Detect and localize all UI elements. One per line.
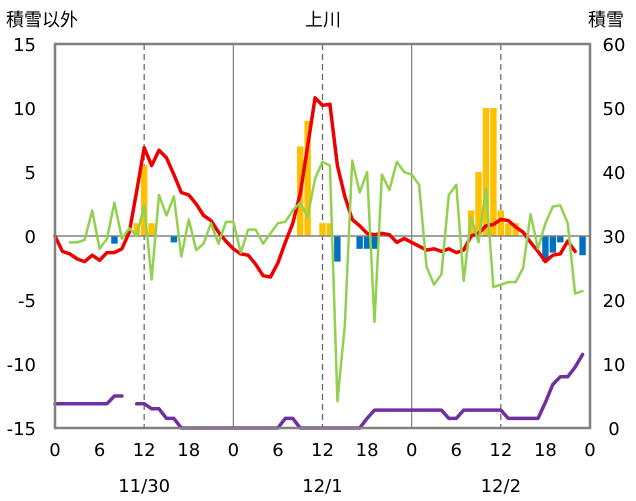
bar [111, 236, 118, 244]
bar [133, 223, 140, 236]
right-y-tick-label: 20 [603, 291, 626, 312]
bar [356, 236, 363, 249]
right-y-ticks: 60 50 40 30 20 10 0 [603, 35, 626, 440]
left-y-tick-label: 15 [13, 35, 36, 56]
x-ticks: 0 6 12 18 0 6 12 18 0 6 12 18 0 [49, 440, 595, 461]
x-tick-label: 18 [356, 440, 379, 461]
day-labels: 11/30 12/1 12/2 [118, 476, 521, 497]
plot-frame [53, 42, 592, 430]
bar [319, 223, 326, 236]
bar [512, 223, 519, 236]
bar [170, 236, 178, 243]
right-y-tick-label: 30 [603, 227, 626, 248]
x-tick-label: 0 [406, 440, 417, 461]
x-tick-label: 18 [534, 440, 557, 461]
right-axis-title: 積雪 [588, 10, 624, 31]
series-line-3 [53, 394, 124, 406]
bar [363, 236, 371, 249]
x-tick-label: 12 [489, 440, 512, 461]
bar [334, 236, 341, 262]
x-tick-label: 18 [177, 440, 200, 461]
left-y-tick-label: -5 [18, 291, 36, 312]
left-y-tick-label: -10 [7, 355, 36, 376]
bar [579, 236, 586, 256]
day-label: 12/2 [481, 476, 521, 497]
x-tick-label: 0 [49, 440, 60, 461]
right-y-tick-label: 0 [608, 419, 619, 440]
x-tick-label: 12 [133, 440, 156, 461]
bars [111, 108, 586, 262]
x-tick-label: 6 [272, 440, 283, 461]
bar [140, 165, 148, 236]
left-y-tick-label: 10 [13, 99, 36, 120]
bar [490, 108, 497, 236]
bar [505, 223, 512, 236]
chart-title: 上川 [305, 10, 341, 31]
left-y-ticks: 15 10 5 0 -5 -10 -15 [7, 35, 36, 440]
series-line-1 [53, 96, 577, 279]
bar [497, 210, 505, 236]
x-tick-label: 12 [311, 440, 334, 461]
right-y-tick-label: 50 [603, 99, 626, 120]
x-tick-label: 6 [451, 440, 462, 461]
right-y-tick-label: 40 [603, 163, 626, 184]
bar [326, 223, 334, 236]
series-line-3 [134, 352, 585, 430]
x-tick-label: 6 [94, 440, 105, 461]
series-line-2 [68, 159, 584, 403]
x-tick-label: 0 [584, 440, 595, 461]
day-label: 11/30 [118, 476, 170, 497]
right-y-tick-label: 10 [603, 355, 626, 376]
left-y-tick-label: 0 [25, 227, 36, 248]
bar [304, 120, 311, 236]
day-label: 12/1 [302, 476, 342, 497]
series-lines [53, 96, 585, 430]
bar [475, 172, 482, 236]
left-axis-title: 積雪以外 [6, 10, 78, 31]
bar [148, 223, 155, 236]
right-y-tick-label: 60 [603, 35, 626, 56]
x-tick-label: 0 [228, 440, 239, 461]
bar [542, 236, 549, 262]
bar [371, 236, 378, 249]
bar [557, 236, 564, 243]
bar [482, 108, 490, 236]
left-y-tick-label: 5 [25, 163, 36, 184]
bar [549, 236, 557, 253]
left-y-tick-label: -15 [7, 419, 36, 440]
